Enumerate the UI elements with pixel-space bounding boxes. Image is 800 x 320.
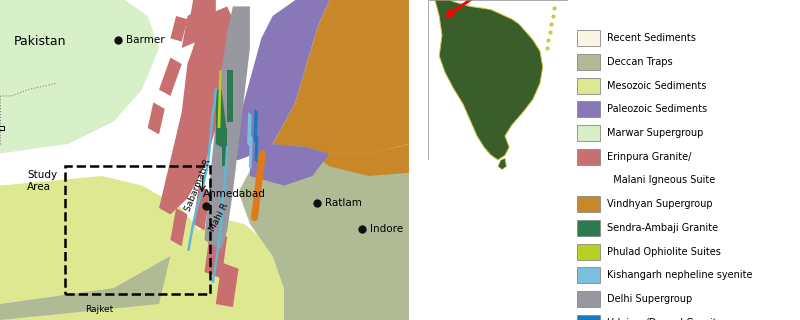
Polygon shape <box>435 0 542 160</box>
Bar <box>578 267 601 283</box>
Polygon shape <box>313 144 409 176</box>
Bar <box>578 220 601 236</box>
Text: Ratlam: Ratlam <box>325 198 362 208</box>
Text: Paleozoic Sediments: Paleozoic Sediments <box>607 104 707 115</box>
Polygon shape <box>0 256 170 320</box>
Polygon shape <box>193 186 210 230</box>
Polygon shape <box>216 90 227 147</box>
Bar <box>578 149 601 165</box>
Polygon shape <box>227 0 330 160</box>
Polygon shape <box>273 0 409 154</box>
Polygon shape <box>187 0 216 32</box>
Text: Barmer: Barmer <box>126 35 165 45</box>
Bar <box>578 196 601 212</box>
Polygon shape <box>148 102 165 134</box>
Text: Deccan Traps: Deccan Traps <box>607 57 673 67</box>
Polygon shape <box>254 109 258 144</box>
Text: Malani Igneous Suite: Malani Igneous Suite <box>607 175 716 186</box>
Polygon shape <box>193 6 238 102</box>
Bar <box>578 125 601 141</box>
Polygon shape <box>0 176 198 304</box>
Polygon shape <box>249 134 253 170</box>
Polygon shape <box>0 0 159 160</box>
Polygon shape <box>182 6 205 48</box>
Text: Study
Area: Study Area <box>27 170 58 192</box>
Text: Kishangarh nepheline syenite: Kishangarh nepheline syenite <box>607 270 753 280</box>
Bar <box>578 244 601 260</box>
Text: Vindhyan Supergroup: Vindhyan Supergroup <box>607 199 713 209</box>
Polygon shape <box>218 70 222 128</box>
Bar <box>66 166 210 294</box>
Bar <box>578 291 601 307</box>
Polygon shape <box>227 70 233 122</box>
Polygon shape <box>205 6 250 250</box>
Polygon shape <box>247 112 252 147</box>
Bar <box>578 78 601 94</box>
Polygon shape <box>216 262 238 307</box>
Polygon shape <box>205 230 227 278</box>
Bar <box>0 126 4 130</box>
Bar <box>578 101 601 117</box>
Bar <box>578 54 601 70</box>
Polygon shape <box>250 144 330 186</box>
Polygon shape <box>498 158 506 170</box>
Polygon shape <box>159 16 227 214</box>
Text: Mahi R: Mahi R <box>208 202 230 233</box>
Text: Marwar Supergroup: Marwar Supergroup <box>607 128 704 138</box>
Text: Rajket: Rajket <box>86 305 114 314</box>
Text: Ahmedabad: Ahmedabad <box>202 188 266 199</box>
Polygon shape <box>222 128 227 166</box>
Text: Mesozoic Sediments: Mesozoic Sediments <box>607 81 707 91</box>
Text: Phulad Ophiolite Suites: Phulad Ophiolite Suites <box>607 246 722 257</box>
Polygon shape <box>0 218 409 320</box>
Polygon shape <box>170 16 187 42</box>
Text: Sabarmati R: Sabarmati R <box>183 158 212 213</box>
Polygon shape <box>159 58 182 96</box>
Text: Recent Sediments: Recent Sediments <box>607 33 696 44</box>
Bar <box>578 315 601 320</box>
Text: Delhi Supergroup: Delhi Supergroup <box>607 294 693 304</box>
Polygon shape <box>238 128 409 320</box>
Text: Erinpura Granite/: Erinpura Granite/ <box>607 152 692 162</box>
Polygon shape <box>254 134 258 163</box>
Text: Sendra-Ambaji Granite: Sendra-Ambaji Granite <box>607 223 718 233</box>
Polygon shape <box>170 208 187 246</box>
Text: Pakistan: Pakistan <box>14 35 66 48</box>
Text: Indore: Indore <box>370 224 403 234</box>
Text: Udaipur/Darwal Granite: Udaipur/Darwal Granite <box>607 317 723 320</box>
Bar <box>578 30 601 46</box>
